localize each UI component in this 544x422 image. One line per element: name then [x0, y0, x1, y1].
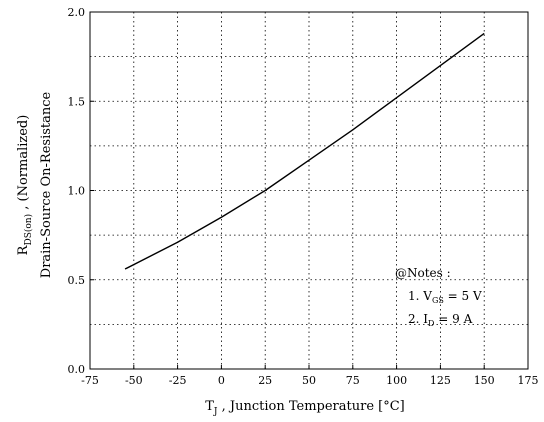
y-tick-label: 0.5	[68, 274, 86, 287]
x-axis-title: TJ , Junction Temperature [°C]	[205, 399, 405, 417]
x-tick-label: 100	[386, 374, 407, 387]
tick-labels: -75 -50 -25 0 25 50 75 100 125 150 175 0.0 0.5 1.0 1.5…	[68, 6, 539, 387]
x-tick-label: -50	[125, 374, 143, 387]
y-tick-label: 2.0	[68, 6, 86, 19]
x-tick-label: 175	[518, 374, 539, 387]
notes-annotation: @Notes : 1. VGS = 5 V 2. ID = 9 A	[395, 266, 482, 328]
x-tick-label: 0	[218, 374, 225, 387]
note-vgs: 1. VGS = 5 V	[408, 289, 482, 305]
x-tick-label: 25	[258, 374, 272, 387]
x-tick-label: 125	[430, 374, 451, 387]
note-id: 2. ID = 9 A	[408, 312, 473, 328]
y-tick-label: 1.0	[68, 185, 86, 198]
y-tick-label: 0.0	[68, 363, 86, 376]
x-tick-label: 150	[474, 374, 495, 387]
x-tick-label: -75	[81, 374, 99, 387]
series-line	[124, 32, 485, 270]
grid	[90, 12, 528, 369]
y-tick-label: 1.5	[68, 95, 86, 108]
plot-frame	[89, 11, 529, 370]
y-axis-title-line2: Drain-Source On-Resistance	[39, 91, 54, 278]
notes-header: @Notes :	[395, 266, 451, 280]
x-tick-label: 75	[346, 374, 360, 387]
series-layer	[124, 32, 485, 270]
x-tick-label: 50	[302, 374, 316, 387]
x-tick-label: -25	[169, 374, 187, 387]
y-axis-title-line1: RDS(on) , (Normalized)	[16, 115, 34, 256]
